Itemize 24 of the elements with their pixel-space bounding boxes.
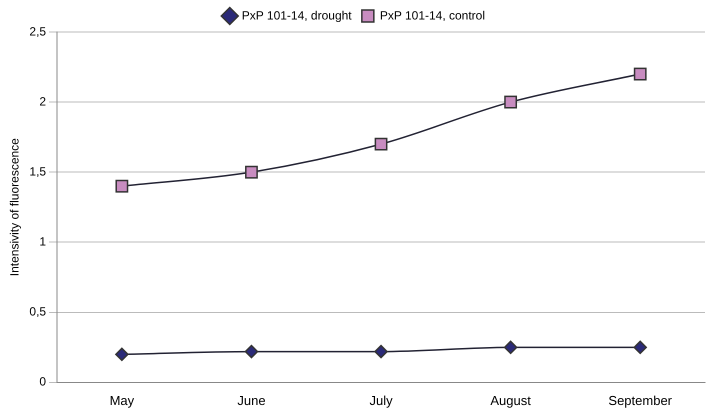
x-tick-label: August	[490, 392, 532, 408]
y-tick-label: 2,5	[29, 24, 46, 38]
point	[633, 340, 647, 354]
point	[245, 166, 258, 179]
x-tick-label: July	[369, 392, 394, 408]
legend-label: PxP 101-14, control	[380, 8, 486, 22]
point	[374, 138, 388, 151]
y-tick-label: 1	[39, 234, 46, 249]
y-tick-label: 0	[39, 374, 46, 389]
legend-label: PxP 101-14, drought	[242, 8, 352, 22]
y-tick-label: 2	[39, 94, 46, 108]
point	[244, 344, 258, 358]
x-tick-label: September	[608, 392, 673, 408]
y-axis-title: Intensivity of fluorescence	[8, 138, 22, 276]
x-tick-label: May	[110, 392, 135, 408]
y-tick-label: 1,5	[29, 164, 46, 178]
y-tick-label: 0,5	[29, 304, 46, 319]
point	[374, 344, 388, 358]
point	[115, 348, 129, 362]
point	[504, 340, 518, 354]
point	[634, 68, 647, 80]
point	[504, 96, 518, 108]
point	[115, 180, 128, 193]
x-tick-label: June	[237, 392, 266, 408]
